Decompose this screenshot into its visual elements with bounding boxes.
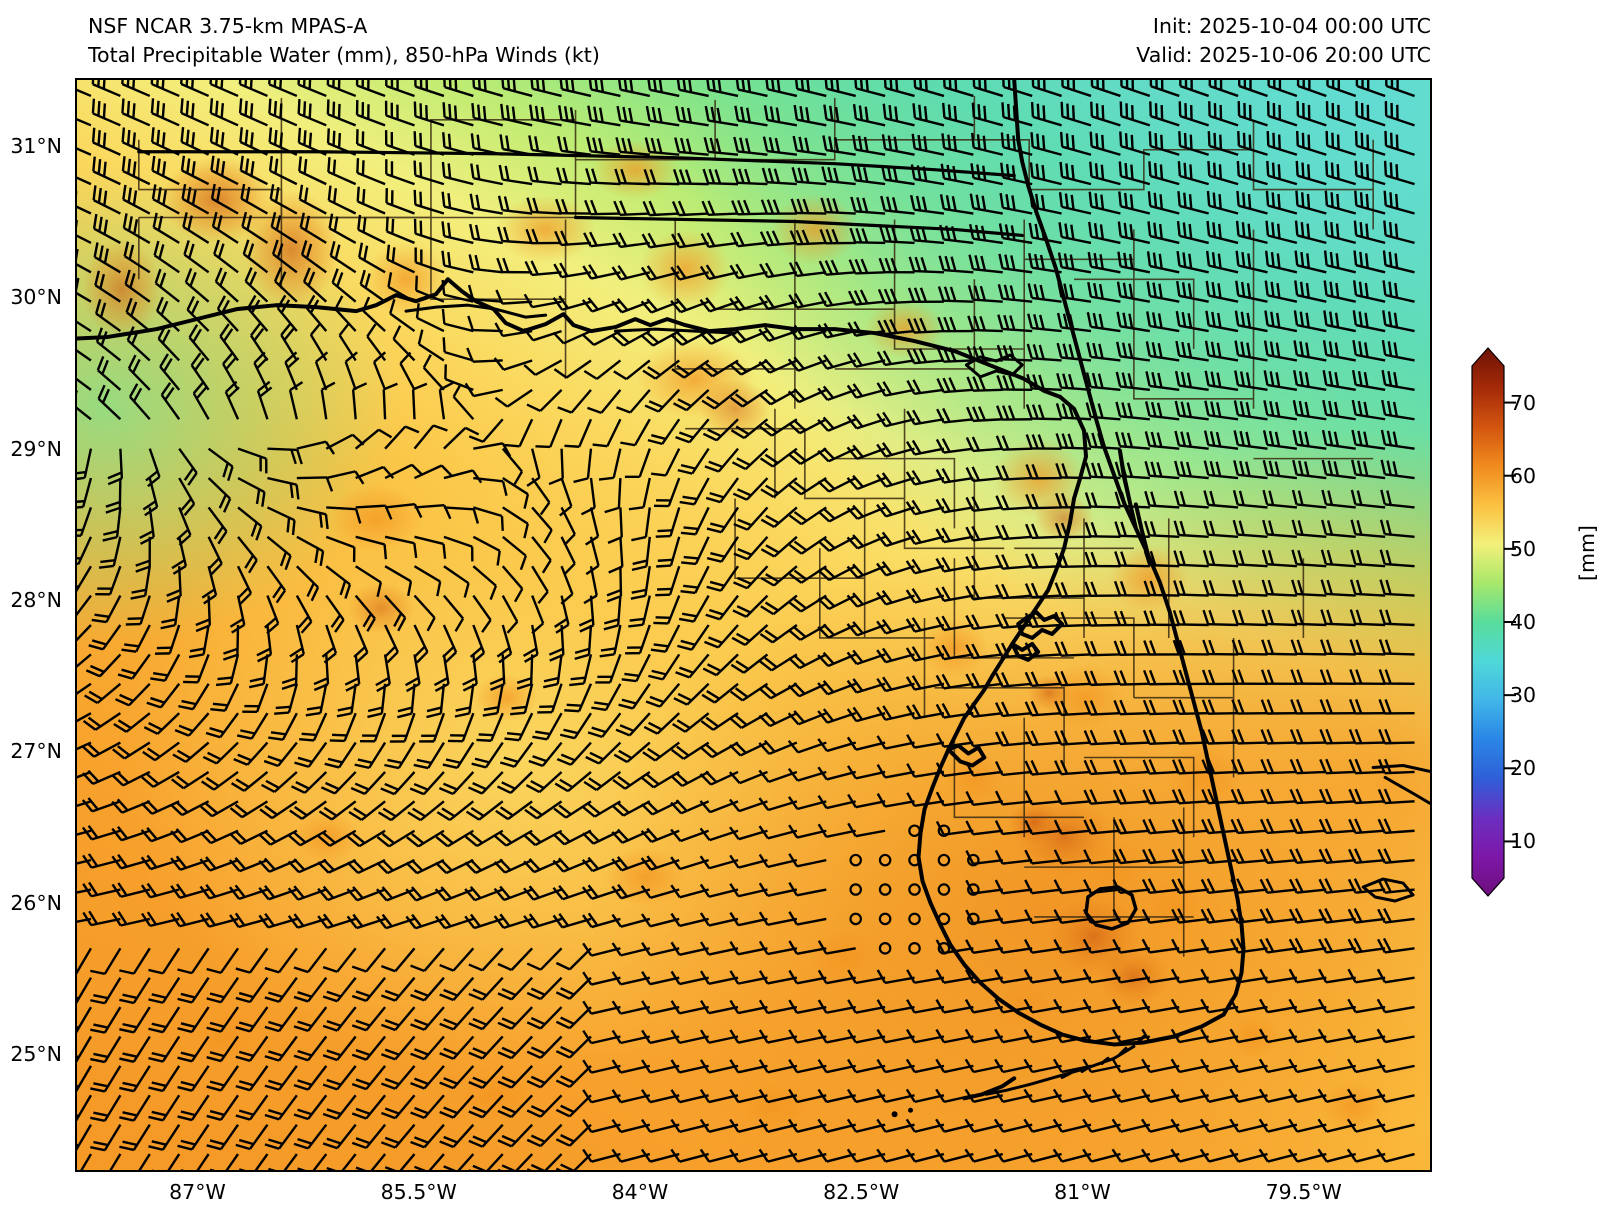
lat-tick-label-5: 26°N [10, 890, 62, 915]
map-plot-area[interactable] [75, 78, 1432, 1172]
colorbar-tick-label-3: 40 [1510, 610, 1537, 634]
colorbar-tick-label-2: 50 [1510, 536, 1537, 561]
colorbar-tick-label-0: 70 [1510, 390, 1537, 415]
lon-tick-label-0: 87°W [169, 1180, 226, 1204]
header-right-block: Init: 2025-10-04 00:00 UTC Valid: 2025-1… [1136, 12, 1431, 70]
lat-tick-label-2: 29°N [10, 436, 62, 461]
lon-tick-label-4: 81°W [1054, 1180, 1111, 1204]
lon-tick-label-3: 82.5°W [823, 1180, 900, 1204]
lat-tick-label-6: 25°N [10, 1041, 62, 1066]
header-left-block: NSF NCAR 3.75-km MPAS-A Total Precipitab… [88, 12, 600, 70]
valid-time: Valid: 2025-10-06 20:00 UTC [1136, 43, 1431, 67]
lat-tick-label-0: 31°N [10, 134, 62, 159]
lat-tick-label-3: 28°N [10, 588, 62, 613]
lon-tick-label-1: 85.5°W [380, 1180, 457, 1204]
lon-tick-label-5: 79.5°W [1265, 1180, 1342, 1204]
lon-tick-label-2: 84°W [611, 1180, 669, 1204]
colorbar[interactable]: [mm] 70 60 50 40 30 20 10 [1462, 344, 1619, 900]
colorbar-tick-label-5: 20 [1510, 756, 1537, 781]
lat-tick-label-4: 27°N [10, 739, 62, 764]
lat-tick-label-1: 30°N [10, 285, 62, 310]
colorbar-unit-label: [mm] [1575, 525, 1599, 581]
init-time: Init: 2025-10-04 00:00 UTC [1152, 14, 1431, 38]
map-canvas [77, 80, 1430, 1170]
colorbar-tick-label-1: 60 [1510, 463, 1537, 488]
model-name: NSF NCAR 3.75-km MPAS-A [88, 14, 368, 38]
colorbar-tick-label-4: 30 [1510, 683, 1537, 708]
colorbar-gradient [1471, 347, 1516, 897]
colorbar-tick-label-6: 10 [1510, 829, 1537, 854]
field-description: Total Precipitable Water (mm), 850-hPa W… [88, 43, 600, 67]
